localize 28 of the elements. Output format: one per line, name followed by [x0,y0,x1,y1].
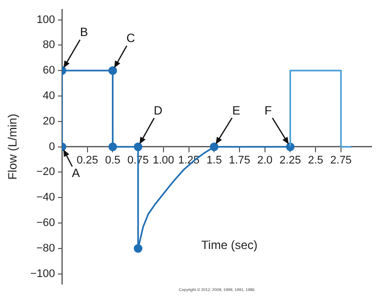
y-tick-label: 20 [42,115,55,128]
y-tick-label: −20 [36,166,55,178]
x-tick-label: 1.5 [206,154,222,166]
annotation: C [126,31,136,46]
x-tick-label: 1.00 [152,154,174,166]
y-tick-label: 60 [42,64,55,77]
annotation: B [80,25,88,40]
x-tick-label: 2.5 [308,154,324,166]
y-tick-label: 0 [48,140,55,153]
y-tick-label: −40 [36,192,55,204]
x-axis-title: Time (sec) [201,238,258,252]
x-tick-label: 0.25 [76,154,98,166]
x-tick-label: 1.75 [228,154,250,166]
y-axis-title: Flow (L/min) [6,114,20,180]
y-tick-label: −100 [30,268,55,280]
y-tick-label: 40 [42,90,55,102]
y-tick-label: −60 [36,217,55,230]
y-tick-label: 100 [36,14,55,26]
x-tick-label: 0.5 [105,154,120,166]
x-tick-label: 2.0 [257,154,273,166]
x-tick-label: 2.25 [280,154,301,166]
annotation: E [232,103,240,118]
annotation: A [72,166,80,180]
y-tick-label: 80 [42,39,55,52]
x-tick-label: 2.75 [330,154,352,166]
y-tick-label: −80 [36,242,55,254]
annotation: F [264,103,272,118]
annotation: D [154,103,163,118]
